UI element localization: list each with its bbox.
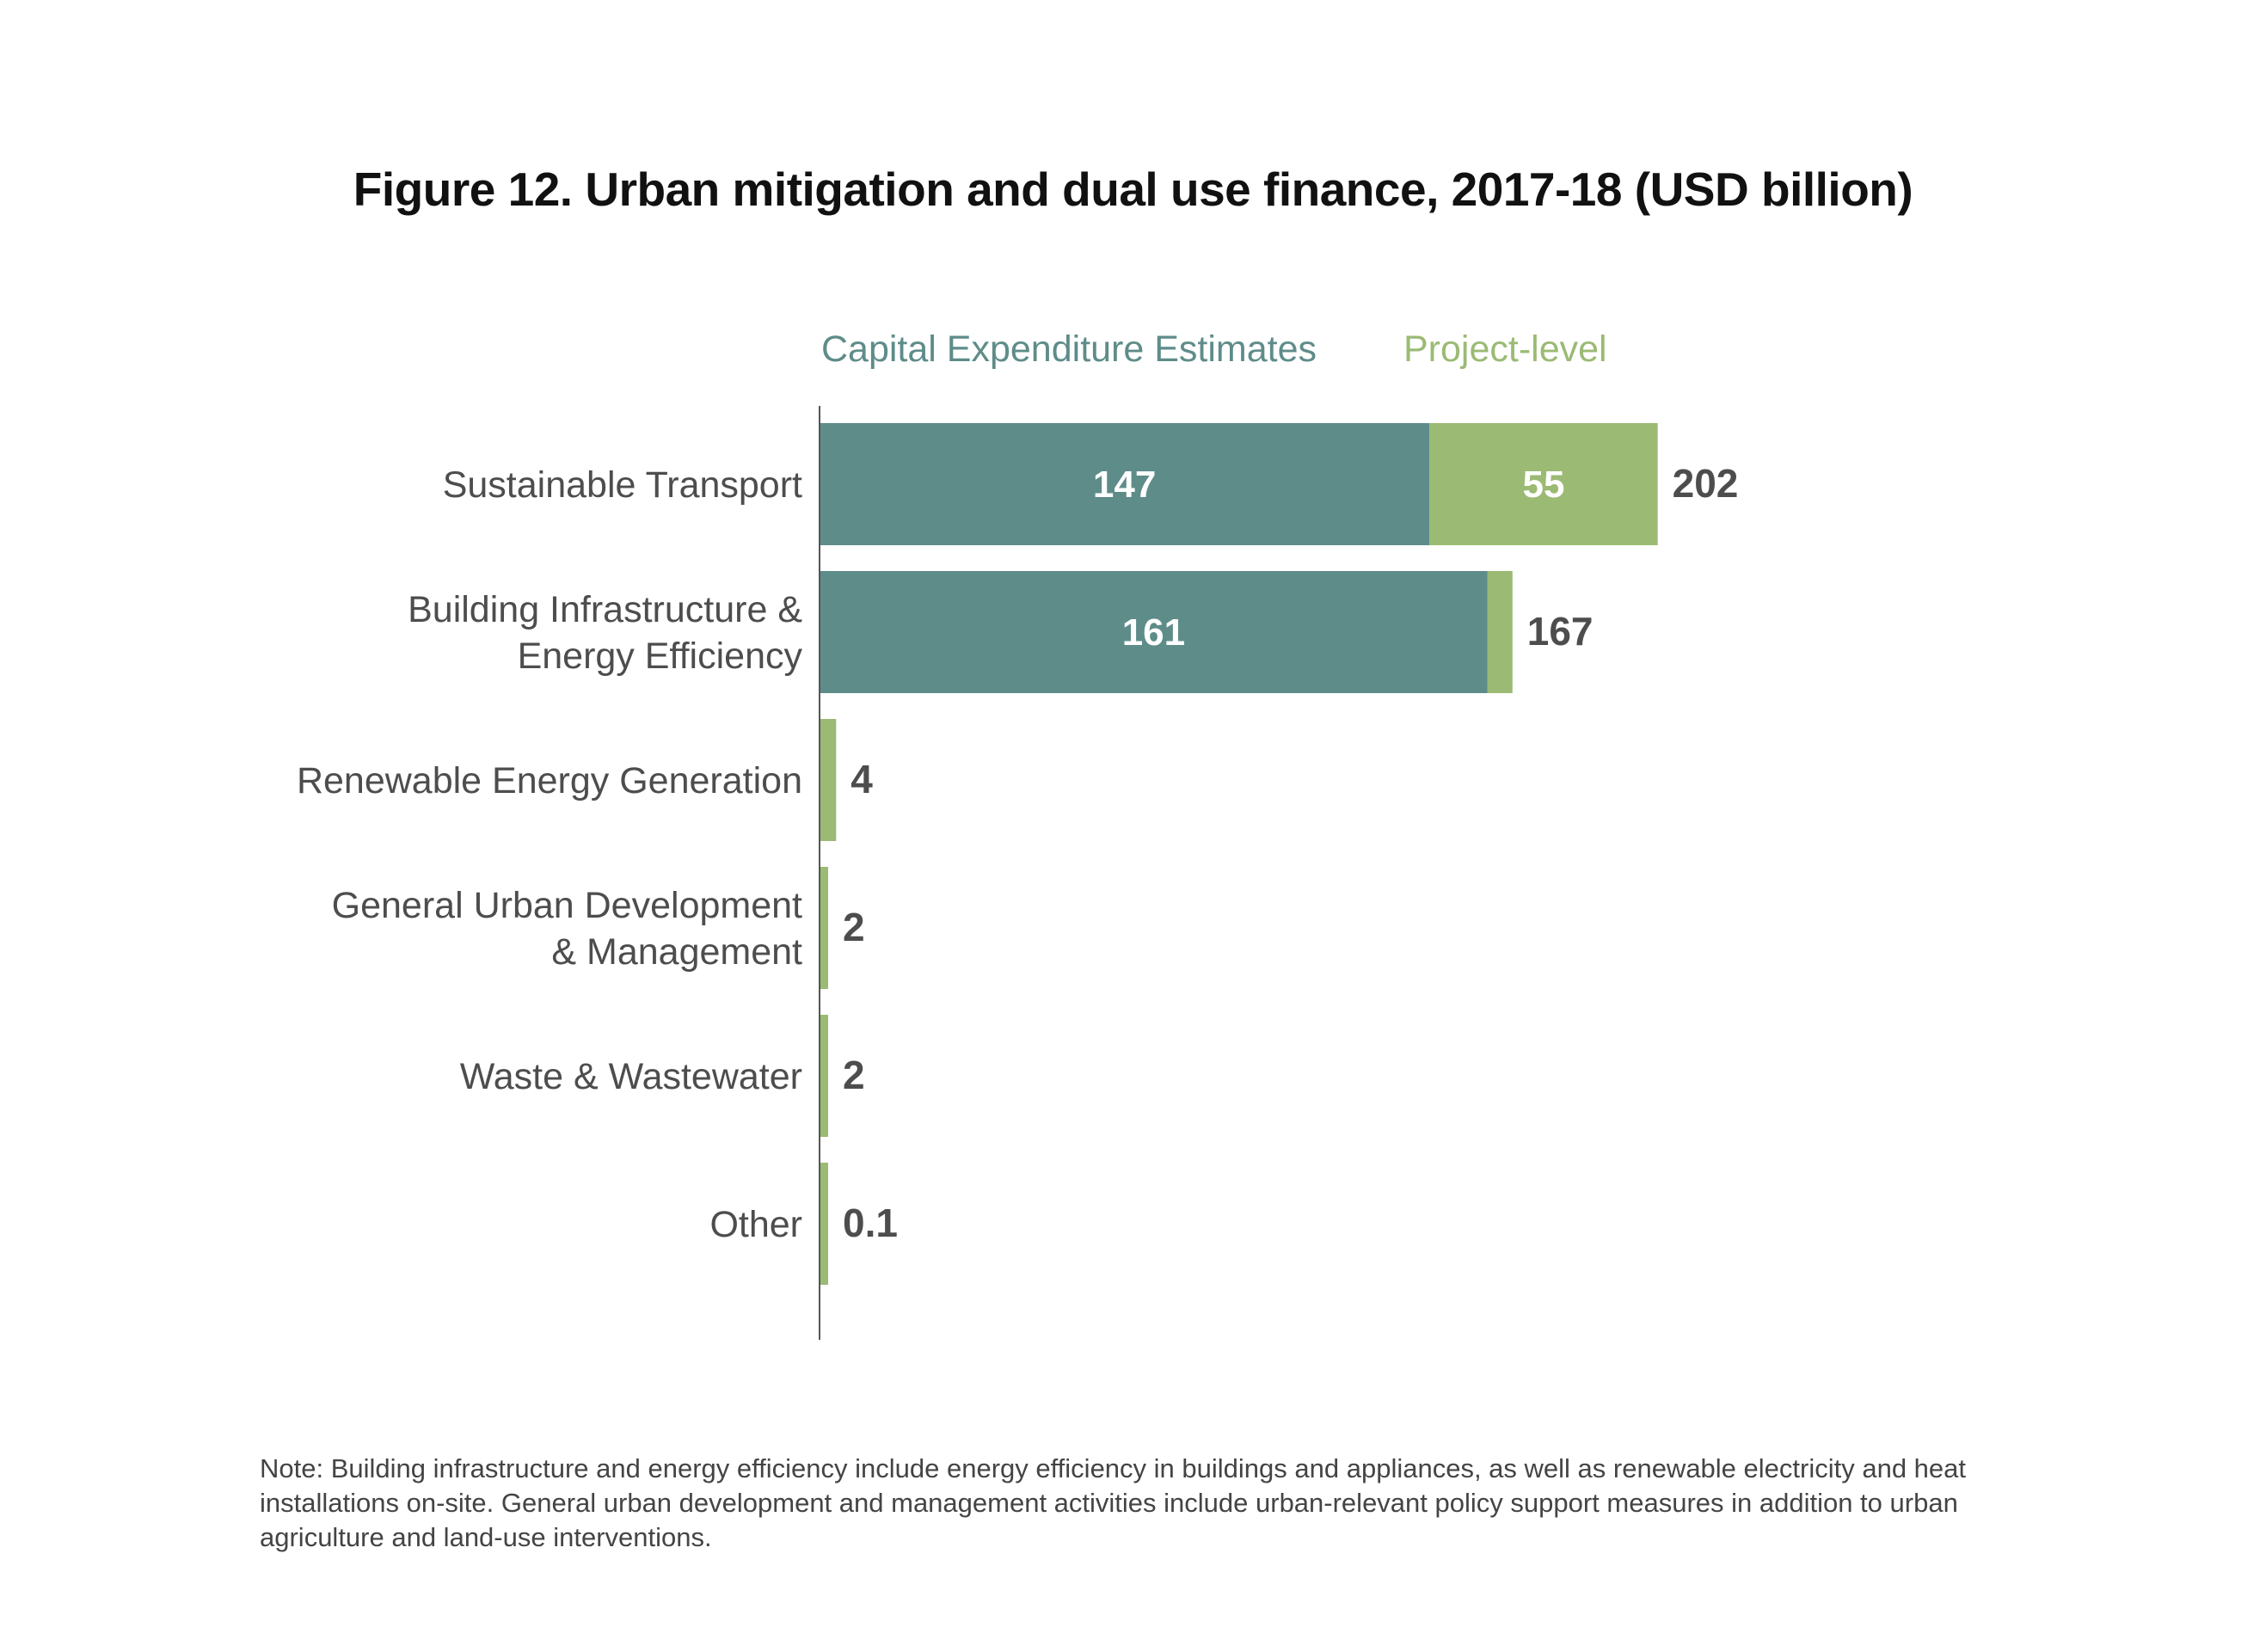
category-label-4: Waste & Wastewater <box>460 1056 802 1097</box>
chart-title: Figure 12. Urban mitigation and dual use… <box>353 163 1913 216</box>
legend-item-project-level: Project-level <box>1403 329 1607 370</box>
category-label-3-line-0: General Urban Development <box>332 885 802 926</box>
bar-data-label-project-level-0: 55 <box>1522 464 1564 506</box>
category-label-5: Other <box>709 1204 802 1245</box>
bar-project-level-5 <box>820 1163 828 1285</box>
category-label-1-line-0: Building Infrastructure & <box>408 589 802 630</box>
total-label-5: 0.1 <box>843 1201 898 1245</box>
bar-data-label-capex-0: 147 <box>1093 464 1156 506</box>
total-label-1: 167 <box>1527 609 1594 654</box>
total-label-4: 2 <box>843 1053 865 1097</box>
category-labels: Sustainable Transport Building Infrastruc… <box>297 464 803 1245</box>
bar-project-level-1 <box>1487 571 1513 693</box>
bar-capex-0 <box>820 423 1430 545</box>
category-label-2: Renewable Energy Generation <box>297 760 802 801</box>
category-label-1-line-1: Energy Efficiency <box>518 636 803 677</box>
bar-project-level-3 <box>820 867 828 989</box>
legend-item-capex: Capital Expenditure Estimates <box>821 329 1317 370</box>
category-label-0: Sustainable Transport <box>443 464 802 506</box>
bar-project-level-0 <box>1429 423 1658 545</box>
bar-data-label-capex-1: 161 <box>1122 611 1185 654</box>
footnote: Note: Building infrastructure and energy… <box>260 1453 1967 1552</box>
total-label-2: 4 <box>851 757 873 801</box>
legend: Capital Expenditure Estimates Project-lev… <box>821 329 1607 370</box>
bar-project-level-2 <box>820 719 837 841</box>
bars-group <box>820 423 1658 1285</box>
bar-capex-1 <box>820 571 1488 693</box>
total-label-3: 2 <box>843 905 865 949</box>
value-labels: 147 55 202 161 167 4 2 2 0.1 <box>843 461 1738 1245</box>
category-label-3-line-1: & Management <box>551 931 802 973</box>
bar-project-level-4 <box>820 1015 828 1137</box>
total-label-0: 202 <box>1673 461 1739 506</box>
